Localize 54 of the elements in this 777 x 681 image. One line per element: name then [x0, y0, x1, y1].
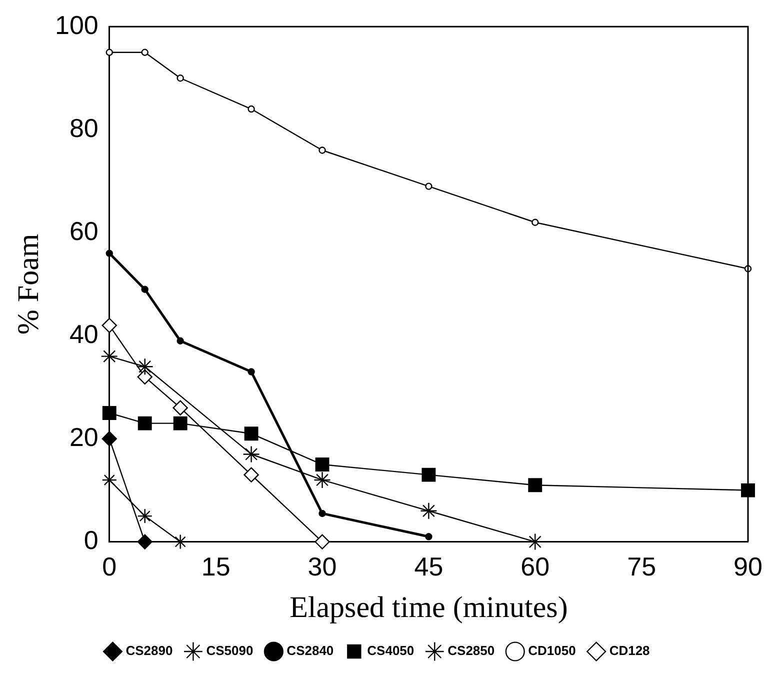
point	[248, 368, 255, 376]
point	[176, 337, 184, 344]
point	[137, 369, 152, 385]
point	[106, 48, 113, 56]
point	[420, 502, 438, 520]
point	[244, 426, 258, 441]
x-tick-label: 30	[308, 552, 337, 582]
y-tick-label: 40	[69, 318, 98, 349]
x-tick-label: 45	[414, 552, 444, 582]
point	[136, 358, 154, 376]
point	[102, 431, 117, 446]
point	[532, 218, 539, 226]
point	[314, 534, 330, 550]
point	[315, 458, 330, 472]
point	[422, 468, 436, 482]
y-tick-label: 0	[84, 524, 98, 555]
point	[318, 146, 326, 154]
legend-label: CS2850	[448, 643, 495, 658]
point	[141, 48, 148, 56]
point	[425, 533, 432, 540]
legend-label: CS4050	[367, 643, 414, 658]
point	[242, 446, 260, 463]
point	[173, 416, 188, 430]
point	[102, 406, 116, 420]
point	[172, 400, 188, 416]
y-tick-label: 60	[69, 216, 98, 246]
legend-label: CS2840	[286, 643, 334, 658]
legend-label: CS2890	[126, 643, 173, 658]
point	[141, 286, 148, 293]
x-tick-label: 60	[520, 552, 550, 582]
y-tick-label: 100	[54, 10, 98, 40]
point	[314, 471, 331, 489]
legend-label: CD1050	[528, 643, 576, 658]
point	[318, 510, 326, 518]
y-tick-label: 20	[69, 422, 98, 452]
legend-label: CS5090	[206, 643, 254, 658]
x-tick-label: 90	[734, 552, 762, 582]
point	[176, 74, 184, 82]
x-tick-label: 75	[627, 552, 656, 582]
point	[244, 467, 259, 482]
point	[137, 534, 152, 550]
point	[425, 182, 432, 190]
y-tick-label: 80	[69, 112, 98, 143]
legend-label: CD128	[609, 643, 650, 658]
point	[248, 105, 255, 113]
point	[137, 508, 152, 524]
y-axis-title: % Foam	[12, 234, 45, 335]
x-tick-label: 0	[102, 552, 117, 582]
x-axis-title: Elapsed time (minutes)	[290, 590, 568, 624]
point	[528, 478, 542, 492]
x-tick-label: 15	[201, 552, 230, 582]
point	[138, 416, 152, 430]
point	[102, 318, 117, 334]
point	[106, 250, 113, 257]
